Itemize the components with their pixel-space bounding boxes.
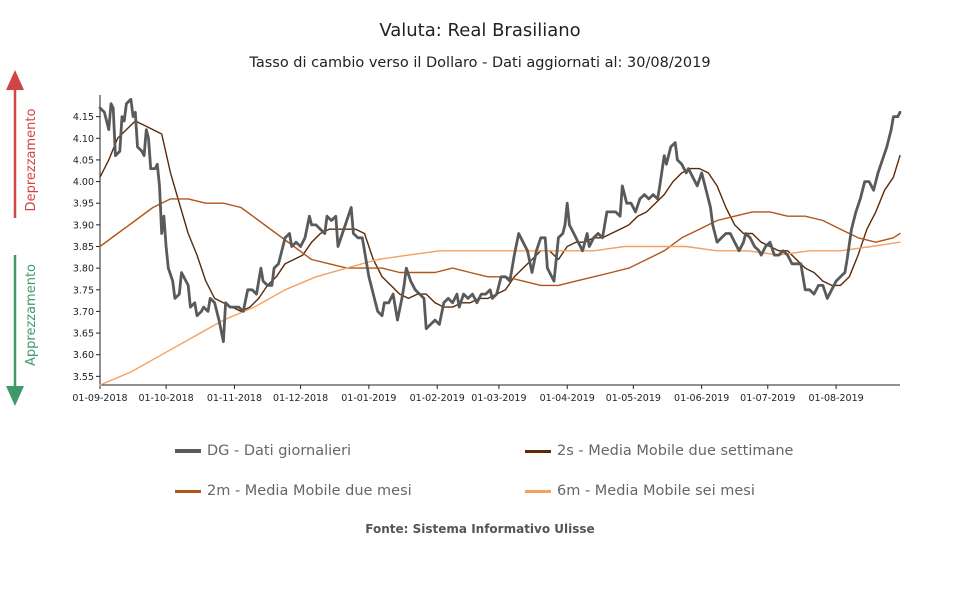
legend-swatch-2s bbox=[525, 449, 551, 453]
series-line-0 bbox=[98, 97, 902, 344]
chart-title: Valuta: Real Brasiliano bbox=[379, 20, 581, 41]
side-indicators: Deprezzamento Apprezzamento bbox=[6, 70, 39, 406]
apprezzamento-label: Apprezzamento bbox=[24, 264, 39, 366]
legend-label-6m: 6m - Media Mobile sei mesi bbox=[557, 483, 755, 499]
y-tick-label: 4.15 bbox=[73, 112, 94, 123]
legend-label-2s: 2s - Media Mobile due settimane bbox=[557, 443, 794, 459]
y-tick-label: 3.70 bbox=[73, 307, 94, 318]
legend-swatch-6m bbox=[525, 489, 551, 493]
x-tick-label: 01-10-2018 bbox=[139, 393, 194, 404]
legend-swatch-dg bbox=[175, 449, 201, 453]
chart-subtitle: Tasso di cambio verso il Dollaro - Dati … bbox=[249, 55, 711, 71]
y-tick-label: 4.05 bbox=[73, 155, 94, 166]
x-tick-label: 01-11-2018 bbox=[207, 393, 262, 404]
x-tick-label: 01-05-2019 bbox=[606, 393, 661, 404]
chart-source: Fonte: Sistema Informativo Ulisse bbox=[365, 522, 595, 536]
legend-swatch-2m bbox=[175, 489, 201, 493]
legend-label-2m: 2m - Media Mobile due mesi bbox=[207, 483, 412, 499]
chart-axes: 3.55 3.60 3.65 3.70 3.75 3.80 3.85 3.90 3.95 4.00… bbox=[72, 95, 900, 404]
legend-item-2m: 2m - Media Mobile due mesi bbox=[175, 483, 412, 499]
deprezzamento-label: Deprezzamento bbox=[24, 109, 39, 212]
chart-series bbox=[98, 97, 902, 386]
x-tick-label: 01-08-2019 bbox=[808, 393, 863, 404]
x-tick-label: 01-07-2019 bbox=[740, 393, 795, 404]
series-line-2 bbox=[99, 198, 901, 287]
arrow-down-icon bbox=[6, 386, 24, 406]
y-tick-label: 3.90 bbox=[73, 220, 94, 231]
y-tick-label: 3.95 bbox=[73, 199, 94, 210]
x-tick-label: 01-02-2019 bbox=[410, 393, 465, 404]
legend-item-dg: DG - Dati giornalieri bbox=[175, 443, 351, 459]
y-tick-label: 3.60 bbox=[73, 350, 94, 361]
arrow-up-icon bbox=[6, 70, 24, 90]
legend-item-6m: 6m - Media Mobile sei mesi bbox=[525, 483, 755, 499]
y-tick-label: 3.80 bbox=[73, 264, 94, 275]
x-tick-label: 01-06-2019 bbox=[674, 393, 729, 404]
y-tick-label: 4.00 bbox=[73, 177, 94, 188]
x-tick-label: 01-12-2018 bbox=[273, 393, 328, 404]
x-tick-label: 01-04-2019 bbox=[540, 393, 595, 404]
x-tick-label: 01-01-2019 bbox=[341, 393, 396, 404]
x-tick-label: 01-09-2018 bbox=[72, 393, 127, 404]
y-tick-label: 3.75 bbox=[73, 285, 94, 296]
x-tick-label: 01-03-2019 bbox=[471, 393, 526, 404]
y-tick-label: 3.55 bbox=[73, 372, 94, 383]
y-tick-label: 3.65 bbox=[73, 329, 94, 340]
y-tick-label: 3.85 bbox=[73, 242, 94, 253]
series-line-3 bbox=[99, 241, 901, 386]
y-tick-label: 4.10 bbox=[73, 134, 94, 145]
legend-label-dg: DG - Dati giornalieri bbox=[207, 443, 352, 459]
legend-item-2s: 2s - Media Mobile due settimane bbox=[525, 443, 793, 459]
